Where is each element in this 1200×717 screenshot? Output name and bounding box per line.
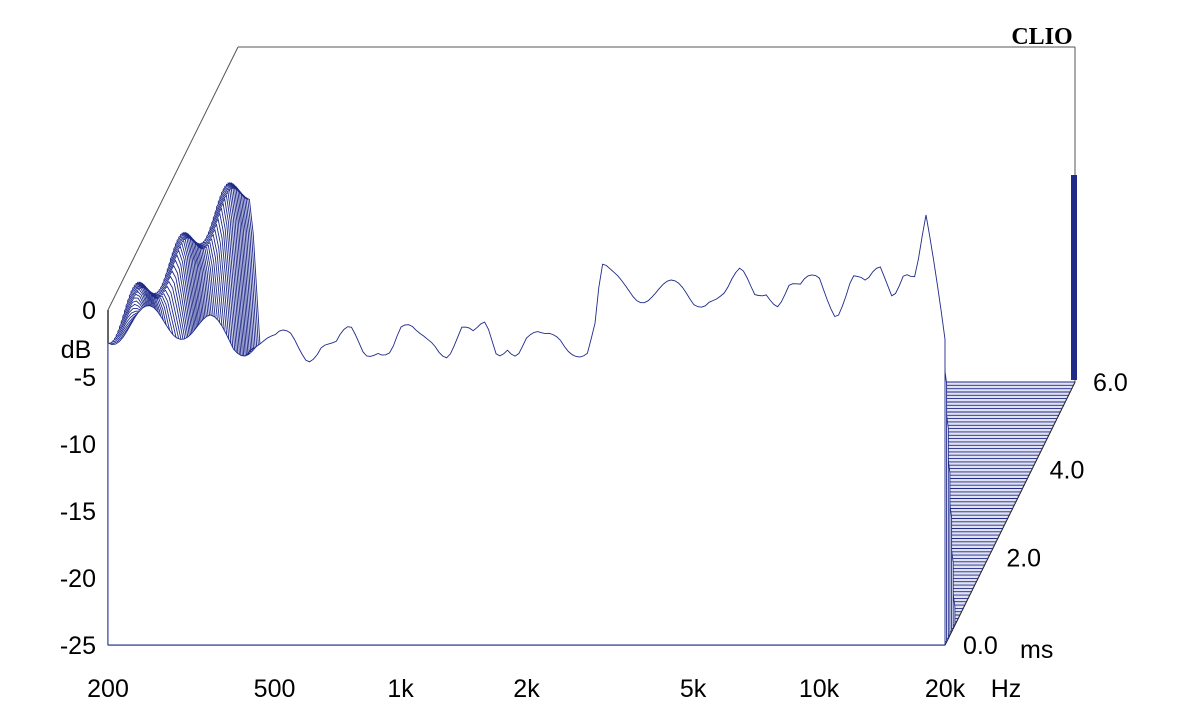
axis-tick-labels: 0 -5 -10 -15 -20 -25 200 500 1k 2k 5k 10k 20k 6.0 4.0 2…: [60, 297, 1128, 703]
x-axis-unit-label: Hz: [991, 675, 1022, 703]
brand-label: CLIO: [1011, 24, 1072, 50]
z-tick-label: 0.0: [963, 632, 998, 660]
y-tick-label: -5: [74, 364, 96, 392]
z-tick-label: 6.0: [1093, 369, 1128, 397]
y-tick-label: -20: [60, 565, 96, 593]
x-tick-label: 20k: [925, 675, 966, 703]
frame-left-diagonal: [107, 46, 239, 311]
waterfall-slice: [107, 214, 946, 646]
x-tick-label: 500: [254, 675, 296, 703]
y-axis-label: dB: [61, 336, 92, 364]
back-right-marker: [1071, 175, 1077, 380]
waterfall-series: [107, 181, 1075, 646]
y-tick-label: -15: [60, 498, 96, 526]
x-tick-label: 200: [87, 675, 129, 703]
x-tick-label: 10k: [799, 675, 840, 703]
x-tick-label: 1k: [387, 675, 414, 703]
x-tick-label: 5k: [680, 675, 707, 703]
y-tick-label: 0: [82, 297, 96, 325]
y-tick-label: -10: [60, 431, 96, 459]
z-tick-label: 2.0: [1006, 544, 1041, 572]
x-tick-label: 2k: [513, 675, 540, 703]
z-tick-label: 4.0: [1050, 457, 1085, 485]
z-axis-unit-label: ms: [1020, 636, 1053, 664]
y-tick-label: -25: [60, 632, 96, 660]
